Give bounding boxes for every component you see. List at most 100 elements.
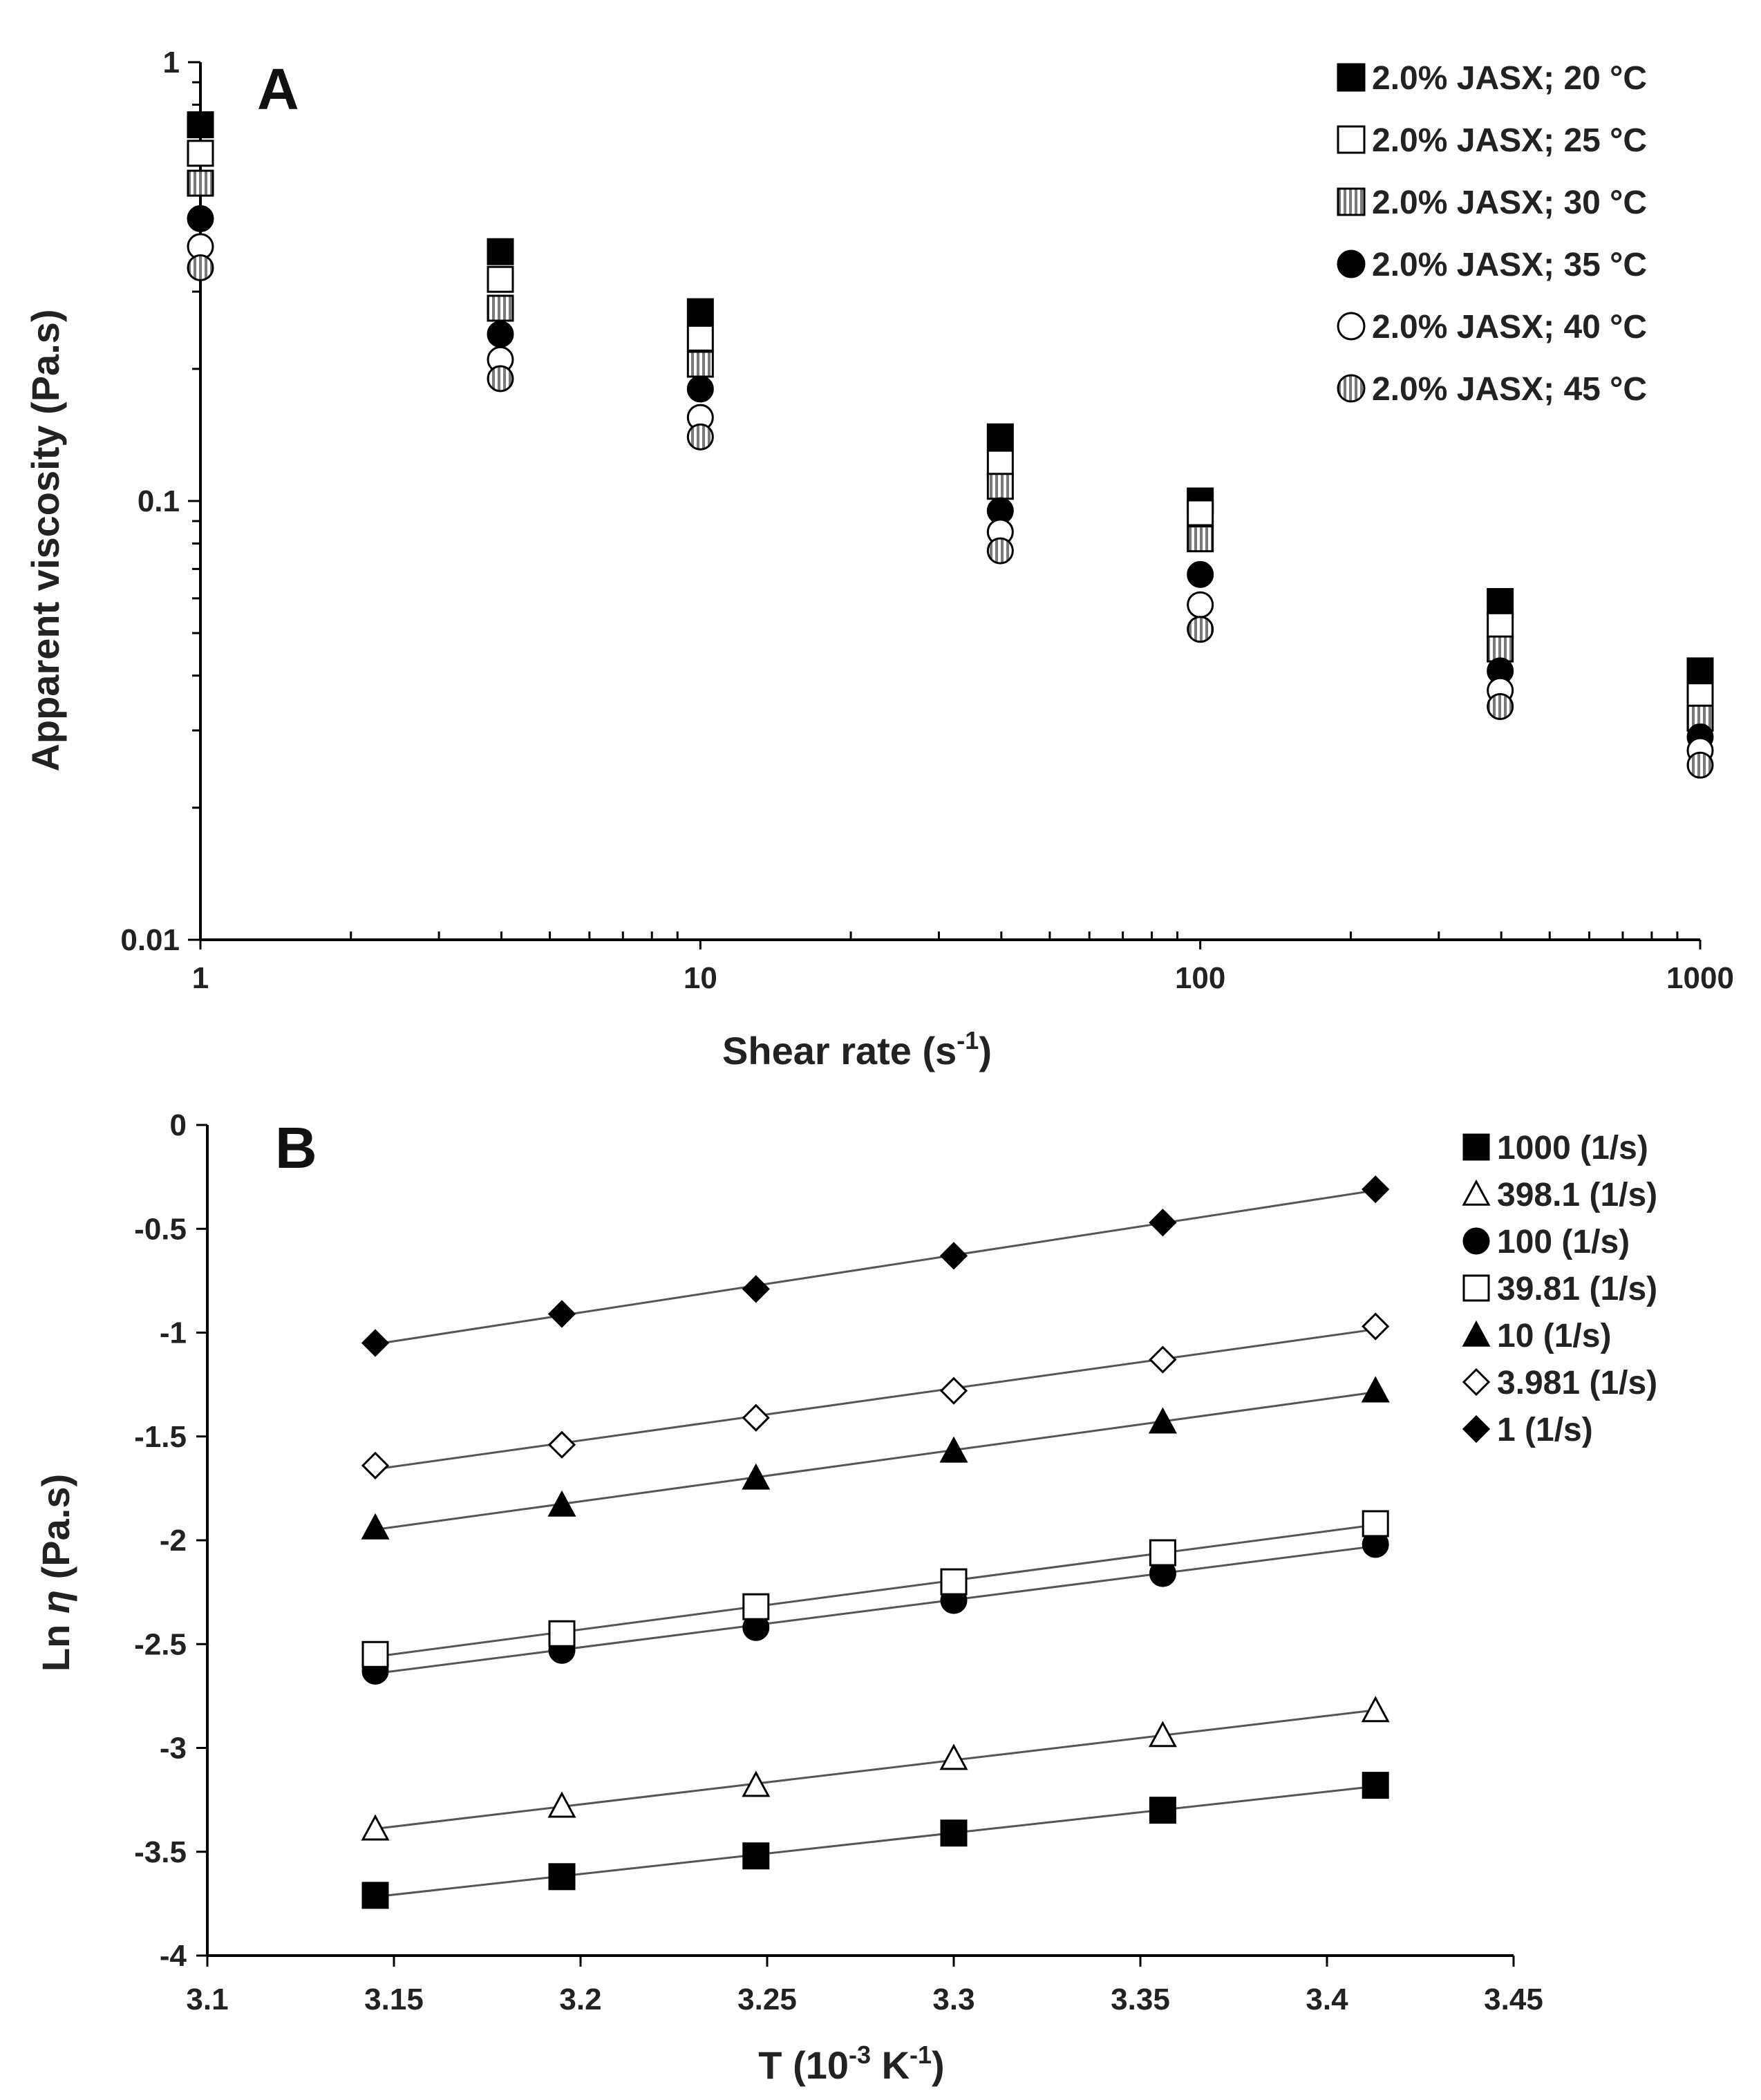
panel-a-x-tick-label: 1 (192, 961, 209, 995)
data-point (547, 1300, 576, 1328)
panel-b-legend: 1000 (1/s) 398.1 (1/s) 100 (1/s) 39.81 (1/s… (1462, 1130, 1657, 1448)
data-point (361, 1882, 389, 1909)
panel-b-trendlines (375, 1189, 1376, 1898)
panel-b-x-tick-label: 3.2 (559, 1983, 601, 2016)
data-point (1187, 560, 1214, 588)
legend-marker (1337, 374, 1366, 403)
legend-item-1000-1-s: 1000 (1/s) (1462, 1130, 1648, 1166)
data-point (939, 1377, 968, 1405)
legend-marker (1337, 312, 1366, 341)
legend-label: 1 (1/s) (1497, 1412, 1593, 1448)
data-point (1187, 591, 1214, 618)
panel-b-y-tick-label: -2.5 (134, 1627, 187, 1661)
data-point (686, 375, 714, 403)
panel-b-y-tick-label: -3 (160, 1732, 187, 1766)
data-point (361, 1640, 389, 1668)
series-39-81-1-s (361, 1510, 1389, 1668)
panel-b-x-tick-label: 3.3 (932, 1983, 974, 2016)
legend-marker (1462, 1133, 1490, 1161)
data-point (1148, 1407, 1177, 1434)
data-point (742, 1770, 771, 1797)
data-point (487, 365, 514, 392)
panel-a-y-tick-label: 0.01 (120, 923, 180, 957)
panel-b-x-tick-label: 3.45 (1484, 1983, 1543, 2016)
trendline-3-981-1-s (375, 1328, 1376, 1470)
data-point (361, 1329, 390, 1357)
data-point (1149, 1209, 1177, 1237)
panel-b-y-tick-label: -1 (160, 1316, 187, 1350)
panel-b-x-title: T (10-3 K-1) (758, 2041, 944, 2087)
panel-a-y-tick-label: 1 (163, 46, 180, 79)
legend-label: 2.0% JASX; 20 °C (1372, 60, 1647, 97)
legend-marker (1337, 249, 1366, 278)
panel-a-x-title: Shear rate (s-1) (722, 1026, 992, 1072)
legend-item-39-81-1-s: 39.81 (1/s) (1462, 1271, 1657, 1307)
data-point (1149, 1539, 1176, 1567)
trendline-1-1-s (375, 1189, 1376, 1345)
data-point (361, 1513, 390, 1540)
trendline-1000-1-s (375, 1785, 1376, 1898)
legend-label: 1000 (1/s) (1497, 1130, 1648, 1166)
legend-label: 100 (1/s) (1497, 1224, 1630, 1260)
data-point (742, 1842, 770, 1870)
legend-item-3-981-1-s: 3.981 (1/s) (1462, 1365, 1657, 1401)
legend-item-10-1-s: 10 (1/s) (1462, 1318, 1611, 1354)
legend-item-2-0-jasx-45-c: 2.0% JASX; 45 °C (1337, 371, 1647, 408)
legend-label: 2.0% JASX; 45 °C (1372, 371, 1647, 408)
legend-label: 39.81 (1/s) (1497, 1271, 1657, 1307)
data-point (1187, 525, 1214, 553)
panel-b-y-tick-label: -2 (160, 1524, 187, 1558)
panel-a-x-tick-label: 1000 (1666, 961, 1734, 995)
data-point (1361, 1376, 1390, 1403)
data-point (547, 1490, 576, 1517)
legend-item-2-0-jasx-30-c: 2.0% JASX; 30 °C (1337, 185, 1647, 221)
data-point (187, 254, 214, 282)
panel-b-points (361, 1175, 1390, 1909)
panel-a-y-title: Apparent viscosity (Pa.s) (23, 309, 67, 771)
data-point (742, 1593, 770, 1620)
data-point (1149, 1797, 1176, 1824)
data-point (686, 324, 714, 352)
series-2-0-jasx-45-c (187, 254, 1714, 779)
data-point (487, 265, 514, 293)
legend-marker (1337, 125, 1366, 154)
legend-marker (1337, 63, 1366, 92)
panel-b-x-tick-label: 3.35 (1111, 1983, 1170, 2016)
series-2-0-jasx-25-c (187, 140, 1714, 710)
data-point (986, 449, 1014, 477)
data-point (187, 169, 214, 197)
legend-item-2-0-jasx-35-c: 2.0% JASX; 35 °C (1337, 247, 1647, 283)
data-point (940, 1819, 968, 1847)
panel-b-label: B (275, 1115, 317, 1180)
data-point (1187, 616, 1214, 643)
legend-marker (1462, 1415, 1491, 1444)
data-point (742, 1463, 771, 1490)
trendline-39-81-1-s (375, 1524, 1376, 1658)
trendline-398-1-1-s (375, 1709, 1376, 1830)
data-point (187, 111, 214, 139)
legend-item-2-0-jasx-20-c: 2.0% JASX; 20 °C (1337, 60, 1647, 97)
data-point (187, 205, 214, 232)
series-2-0-jasx-40-c (187, 233, 1714, 764)
legend-marker (1462, 1274, 1490, 1302)
legend-label: 2.0% JASX; 30 °C (1372, 185, 1647, 221)
panel-b-x-tick-label: 3.25 (737, 1983, 797, 2016)
data-point (487, 294, 514, 322)
panel-a: A 1 10 100 1000 0.01 0.1 1 Shear rate (s-1) Ap… (23, 46, 1734, 1072)
legend-marker (1462, 1227, 1490, 1255)
data-point (1187, 499, 1214, 527)
legend-label: 2.0% JASX; 35 °C (1372, 247, 1647, 283)
data-point (986, 423, 1014, 451)
panel-b-y-tick-label: 0 (170, 1108, 187, 1142)
data-point (1487, 693, 1514, 721)
data-point (361, 1814, 390, 1841)
series-2-0-jasx-35-c (187, 205, 1714, 750)
legend-label: 2.0% JASX; 25 °C (1372, 122, 1647, 159)
series-100-1-s (361, 1531, 1389, 1685)
series-3-981-1-s (361, 1312, 1390, 1479)
trendline-100-1-s (375, 1544, 1376, 1675)
data-point (686, 350, 714, 378)
panel-a-y-tick-label: 0.1 (138, 484, 180, 518)
series-2-0-jasx-20-c (187, 111, 1714, 685)
